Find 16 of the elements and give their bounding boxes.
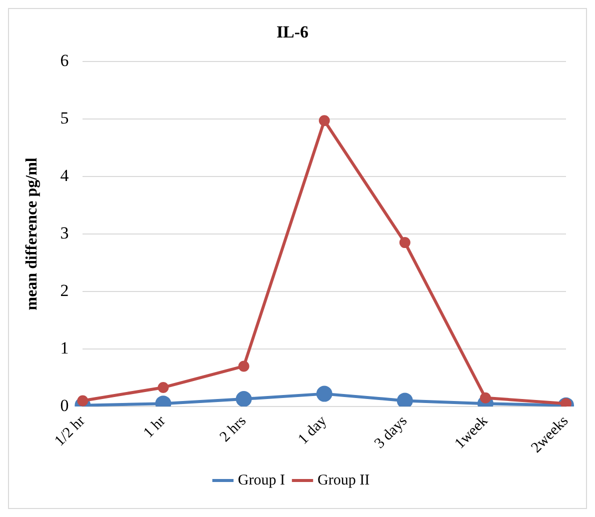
x-tick-label: 1 day [295, 412, 330, 448]
y-tick-label: 3 [60, 223, 69, 242]
y-tick-label: 1 [60, 338, 69, 358]
legend-label: Group II [318, 472, 370, 488]
y-axis-title: mean difference pg/ml [24, 157, 41, 310]
y-tick-label: 0 [60, 396, 69, 415]
y-tick-label: 6 [60, 50, 69, 70]
x-tick-label: 1/2 hr [52, 413, 88, 450]
x-tick-label: 2 hrs [217, 413, 250, 446]
x-tick-label: 1 hr [140, 413, 169, 442]
x-tick-label: 3 days [372, 413, 411, 452]
y-tick-label: 5 [60, 108, 69, 128]
y-tick-label: 4 [60, 166, 70, 185]
y-tick-label: 2 [60, 280, 69, 300]
legend-label: Group I [238, 472, 286, 488]
chart-title: IL-6 [276, 22, 309, 42]
